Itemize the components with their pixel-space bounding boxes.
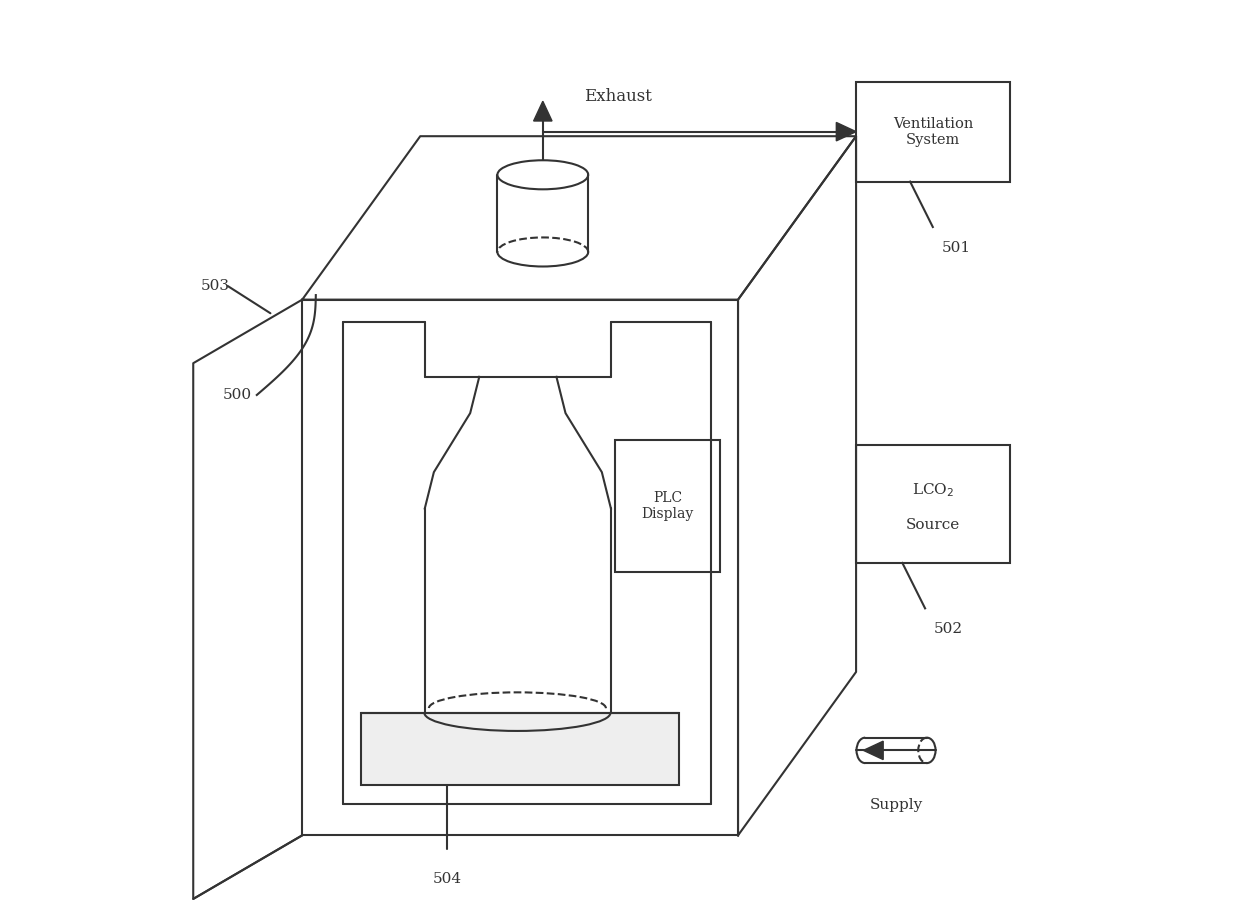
Text: Source: Source: [906, 518, 961, 532]
Text: Exhaust: Exhaust: [584, 88, 651, 105]
Bar: [856, 445, 1011, 563]
Polygon shape: [836, 123, 856, 141]
Text: 503: 503: [201, 279, 229, 293]
Text: Ventilation
System: Ventilation System: [893, 116, 973, 147]
Text: LCO$_2$: LCO$_2$: [913, 481, 955, 498]
Text: 500: 500: [223, 388, 252, 402]
Text: 504: 504: [433, 872, 463, 885]
Bar: [856, 82, 1011, 182]
Text: 502: 502: [934, 622, 963, 636]
Text: Supply: Supply: [869, 797, 923, 812]
Polygon shape: [533, 101, 552, 121]
Bar: [361, 713, 680, 785]
Polygon shape: [863, 741, 883, 760]
Text: PLC
Display: PLC Display: [641, 491, 694, 521]
Text: 501: 501: [942, 241, 971, 254]
Bar: [615, 440, 720, 572]
